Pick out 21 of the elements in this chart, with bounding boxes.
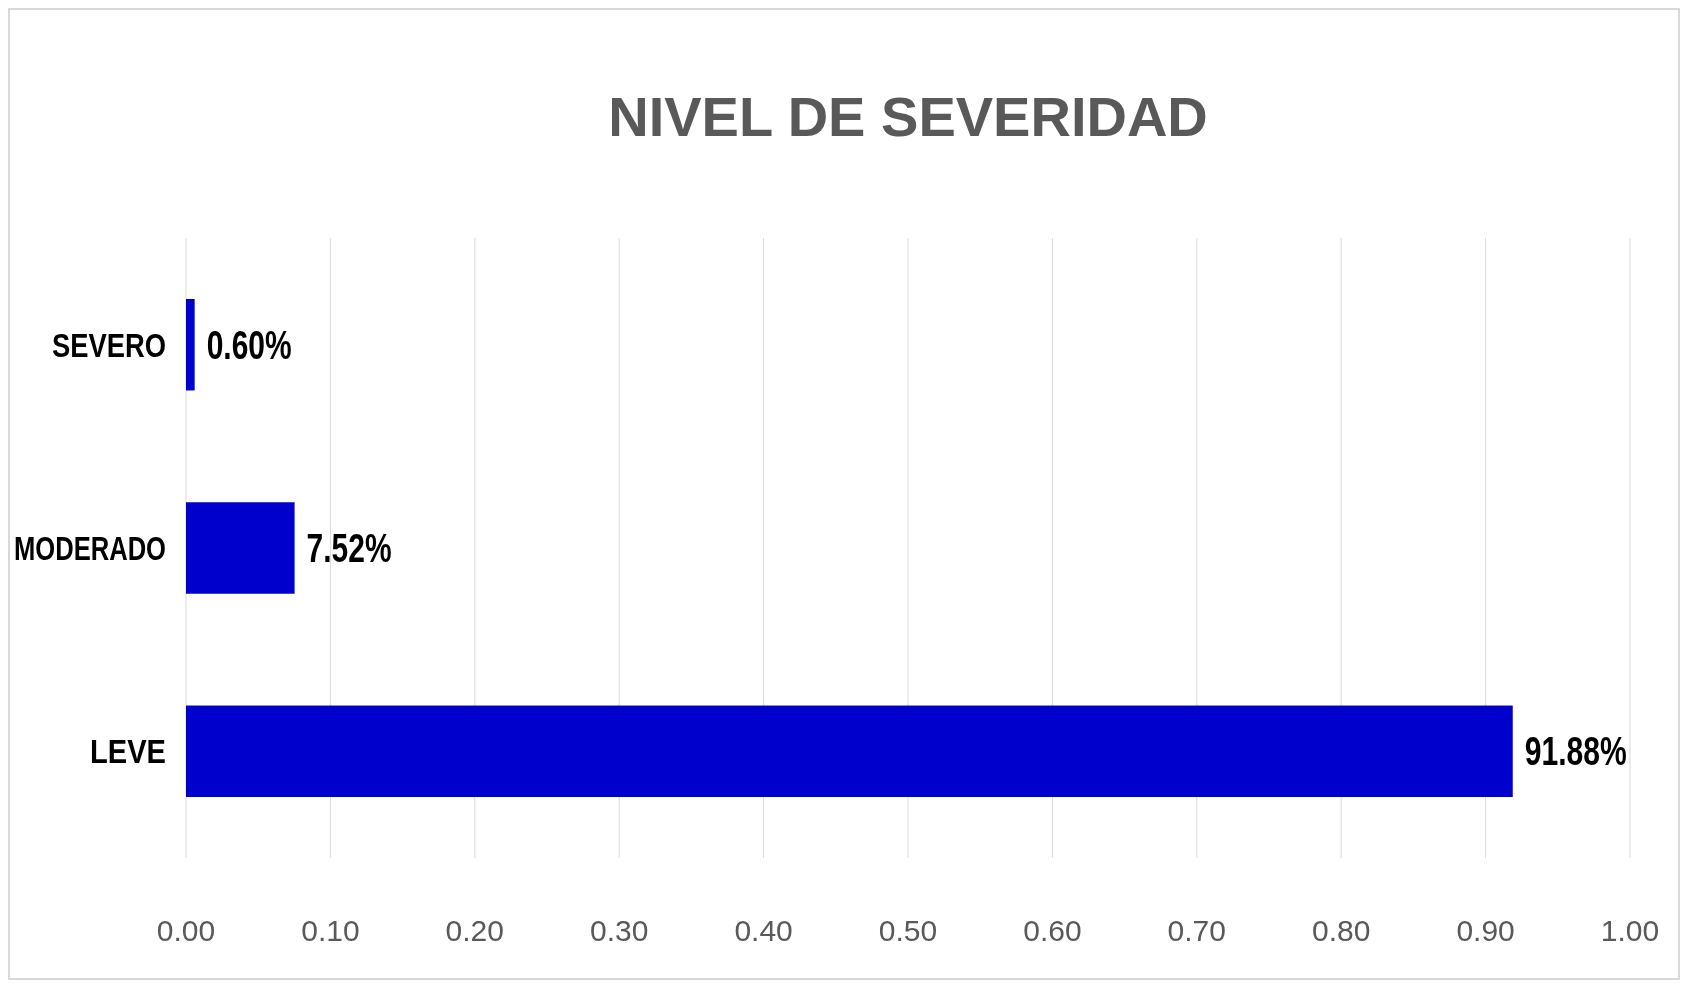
x-tick-label: 0.50 (878, 913, 938, 947)
x-tick-label: 0.20 (445, 913, 504, 947)
data-label: 91.88% (1524, 729, 1661, 774)
y-tick-label: LEVE (90, 732, 179, 771)
bar (186, 705, 1513, 798)
x-tick-label: 0.60 (1023, 913, 1082, 947)
x-tick-label: 0.70 (1167, 913, 1226, 947)
data-label: 7.52% (306, 526, 421, 570)
y-tick-label: SEVERO (52, 325, 194, 364)
bar (186, 298, 195, 391)
x-tick-label: 0.10 (301, 913, 360, 947)
x-tick-label: 1.00 (1600, 913, 1660, 947)
chart-title: NIVEL DE SEVERIDAD (608, 84, 1208, 148)
x-tick-label: 0.80 (1312, 913, 1371, 947)
bar (186, 502, 295, 594)
x-tick-label: 0.40 (734, 913, 793, 947)
x-tick-label: 0.00 (156, 913, 216, 947)
x-tick-label: 0.30 (590, 913, 649, 947)
y-tick-label: MODERADO (14, 529, 217, 567)
data-label: 0.60% (206, 322, 321, 367)
x-tick-label: 0.90 (1456, 913, 1515, 947)
